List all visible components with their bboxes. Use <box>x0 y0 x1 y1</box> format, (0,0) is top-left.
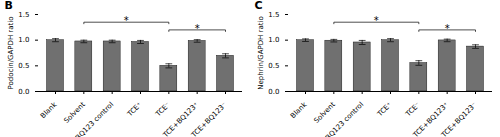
svg-text:*: * <box>195 23 200 34</box>
svg-text:*: * <box>445 23 450 34</box>
svg-text:0.5: 0.5 <box>18 62 29 70</box>
svg-text:0.0: 0.0 <box>268 88 279 96</box>
svg-text:1.5: 1.5 <box>268 11 279 19</box>
svg-text:1.5: 1.5 <box>18 11 29 19</box>
svg-text:BQ123 control: BQ123 control <box>74 101 115 137</box>
svg-text:Podocin/GAPDH ratio: Podocin/GAPDH ratio <box>7 16 15 89</box>
svg-text:Nephrin/GAPDH ratio: Nephrin/GAPDH ratio <box>257 16 265 90</box>
svg-text:B: B <box>5 0 13 12</box>
svg-text:TCE⁺: TCE⁺ <box>375 100 394 119</box>
svg-text:TCE⁻: TCE⁻ <box>154 100 173 119</box>
svg-text:C: C <box>255 0 263 12</box>
svg-text:Solvent: Solvent <box>63 100 87 124</box>
svg-text:TCE+BQ123⁻: TCE+BQ123⁻ <box>439 100 478 137</box>
svg-text:Blank: Blank <box>39 100 59 120</box>
svg-text:TCE⁻: TCE⁻ <box>404 100 423 119</box>
svg-text:TCE+BQ123⁻: TCE+BQ123⁻ <box>189 100 228 137</box>
svg-text:1.0: 1.0 <box>18 36 29 44</box>
svg-text:BQ123 control: BQ123 control <box>324 101 365 137</box>
svg-text:*: * <box>374 15 379 26</box>
svg-text:1.0: 1.0 <box>268 36 279 44</box>
svg-text:TCE⁺: TCE⁺ <box>125 100 144 119</box>
svg-text:*: * <box>124 15 129 26</box>
svg-text:0.0: 0.0 <box>18 88 29 96</box>
svg-text:0.5: 0.5 <box>268 62 279 70</box>
svg-text:Blank: Blank <box>289 100 309 120</box>
svg-text:Solvent: Solvent <box>313 100 337 124</box>
